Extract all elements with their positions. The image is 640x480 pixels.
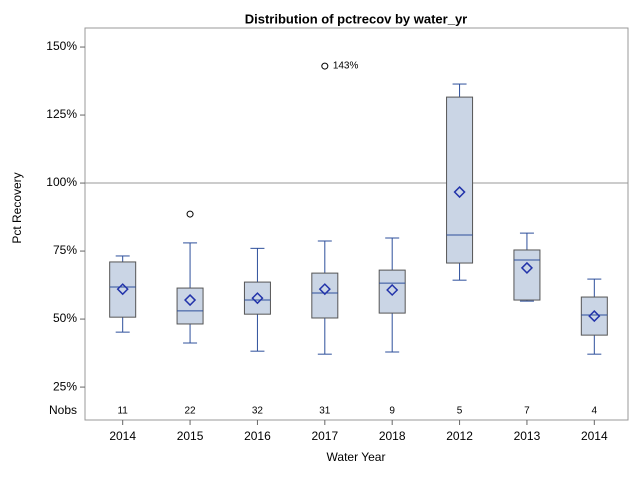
box — [580, 296, 608, 336]
nobs-value: 31 — [319, 406, 331, 417]
x-tick-label: 2017 — [311, 429, 338, 443]
box — [311, 272, 339, 319]
x-tick-label: 2014 — [109, 429, 136, 443]
mean-marker — [453, 185, 466, 199]
nobs-label: Nobs — [49, 403, 77, 417]
nobs-value: 32 — [252, 406, 264, 417]
nobs-value: 7 — [524, 406, 530, 417]
x-tick-label: 2018 — [379, 429, 406, 443]
y-tick-label: 100% — [46, 175, 77, 189]
x-tick-label: 2013 — [514, 429, 541, 443]
y-tick-label: 125% — [46, 107, 77, 121]
box — [243, 281, 271, 315]
x-tick-label: 2014 — [581, 429, 608, 443]
nobs-value: 9 — [389, 406, 395, 417]
outlier-label: 143% — [333, 61, 359, 72]
y-tick-label: 50% — [53, 311, 77, 325]
nobs-value: 5 — [457, 406, 463, 417]
mean-marker — [116, 283, 129, 296]
mean-marker — [588, 310, 601, 323]
y-tick-label: 25% — [53, 379, 77, 393]
outlier — [186, 210, 194, 218]
box — [109, 261, 137, 318]
mean-marker — [386, 283, 399, 297]
box — [378, 269, 406, 314]
x-axis-label: Water Year — [327, 450, 386, 464]
mean-marker — [318, 283, 331, 296]
mean-marker — [251, 292, 264, 305]
x-tick-label: 2012 — [446, 429, 473, 443]
x-tick-label: 2016 — [244, 429, 271, 443]
box — [446, 96, 474, 264]
plot-frame — [84, 27, 629, 421]
y-axis-label: Pct Recovery — [10, 172, 24, 243]
nobs-value: 11 — [117, 406, 128, 417]
y-tick-label: 75% — [53, 243, 77, 257]
chart-title: Distribution of pctrecov by water_yr — [245, 11, 468, 26]
box — [513, 249, 541, 301]
x-tick-label: 2015 — [177, 429, 204, 443]
outlier — [321, 62, 329, 70]
y-tick-label: 150% — [46, 39, 77, 53]
mean-marker — [184, 293, 197, 307]
mean-marker — [520, 261, 533, 274]
nobs-value: 22 — [185, 406, 197, 417]
nobs-value: 4 — [592, 406, 598, 417]
